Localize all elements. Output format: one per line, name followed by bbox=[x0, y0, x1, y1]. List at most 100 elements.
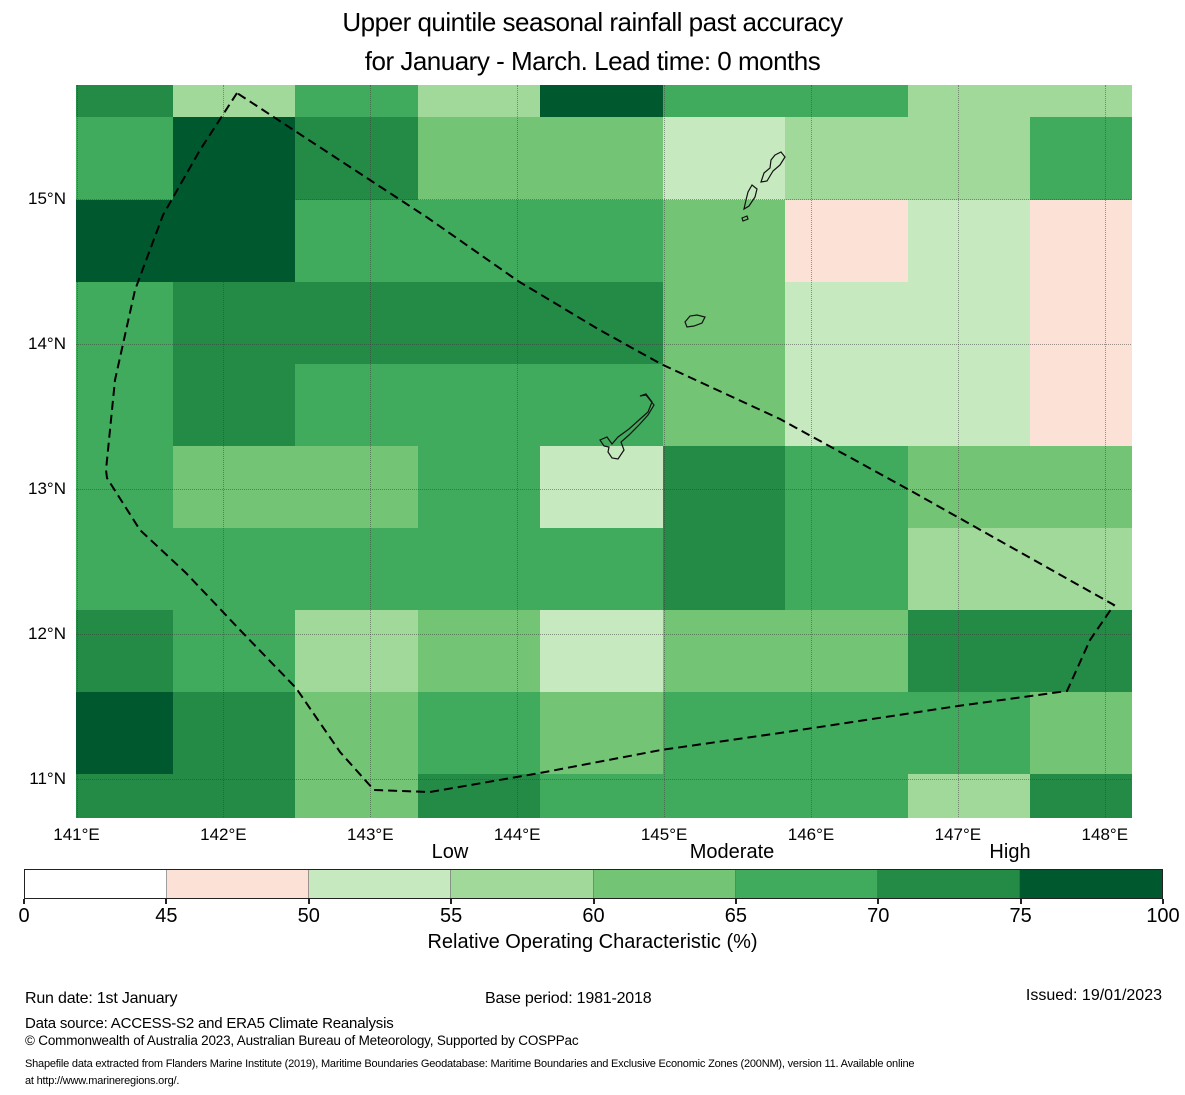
map-grid-cell bbox=[417, 528, 541, 611]
colorbar-segment bbox=[451, 870, 594, 898]
x-tick-label: 147°E bbox=[934, 825, 982, 844]
colorbar-segment bbox=[735, 870, 878, 898]
map-grid-cell bbox=[1030, 117, 1132, 201]
island-saipan-outline bbox=[760, 151, 786, 183]
map-grid-cell bbox=[662, 774, 786, 818]
map-grid-cell bbox=[172, 200, 296, 283]
map-grid-cell bbox=[172, 692, 296, 775]
colorbar-tick bbox=[307, 899, 310, 904]
map-grid-cell bbox=[1030, 774, 1132, 818]
island-tinian-outline bbox=[743, 184, 758, 211]
gridline bbox=[517, 85, 519, 817]
colorbar-segment bbox=[309, 870, 452, 898]
colorbar-tick-label: 100 bbox=[1146, 905, 1180, 927]
map-grid-cell bbox=[1030, 364, 1132, 447]
y-tick-label: 13°N bbox=[28, 478, 66, 498]
map-overlay bbox=[104, 91, 1116, 794]
map-grid-cell bbox=[76, 528, 174, 611]
colorbar-tick bbox=[734, 899, 737, 904]
map-grid-cell bbox=[76, 282, 174, 365]
colorbar-segment bbox=[25, 870, 168, 898]
map-grid-cell bbox=[907, 774, 1031, 818]
map-grid-cell bbox=[1030, 692, 1132, 775]
gridline bbox=[223, 85, 225, 817]
colorbar-tick bbox=[592, 899, 595, 904]
gridline bbox=[957, 85, 959, 817]
y-tick-label: 14°N bbox=[28, 333, 66, 353]
x-tick-label: 143°E bbox=[347, 825, 394, 844]
map-grid-cell bbox=[295, 85, 419, 118]
map-grid-cell bbox=[417, 117, 541, 201]
island-aguijan-outline bbox=[741, 215, 749, 222]
colorbar-category-label: High bbox=[989, 841, 1031, 863]
gridline bbox=[76, 85, 78, 817]
colorbar-tick-label: 0 bbox=[18, 905, 30, 927]
colorbar-tick bbox=[1162, 899, 1164, 904]
map-grid-cell bbox=[662, 117, 786, 201]
map-grid-cell bbox=[907, 610, 1031, 693]
run-date-text: Run date: 1st January bbox=[25, 990, 178, 1007]
island-guam-outline bbox=[599, 393, 655, 460]
y-tick-label: 12°N bbox=[28, 623, 66, 643]
map-grid-cell bbox=[662, 364, 786, 447]
gridline bbox=[76, 199, 1131, 200]
map-grid-cell bbox=[76, 117, 174, 201]
colorbar-segment bbox=[593, 870, 736, 898]
map-grid-cell bbox=[785, 446, 909, 529]
map-grid-cell bbox=[295, 692, 419, 775]
colorbar-tick-label: 70 bbox=[867, 905, 890, 927]
colorbar-category-label: Low bbox=[431, 841, 469, 863]
x-tick-label: 144°E bbox=[493, 825, 541, 844]
x-tick-label: 142°E bbox=[200, 825, 247, 844]
map-grid-cell bbox=[1030, 446, 1132, 529]
map-grid-cell bbox=[76, 774, 174, 818]
map-grid-cell bbox=[76, 692, 174, 775]
map-grid-cell bbox=[785, 117, 909, 201]
gridline bbox=[370, 85, 372, 817]
map-grid-cell bbox=[295, 774, 419, 818]
map-grid-cell bbox=[295, 528, 419, 611]
map-grid-cell bbox=[172, 528, 296, 611]
x-tick-label: 146°E bbox=[787, 825, 835, 844]
map-grid-cell bbox=[540, 282, 664, 365]
y-tick-label: 15°N bbox=[28, 189, 66, 208]
map-grid-cell bbox=[1030, 610, 1132, 693]
colorbar-tick bbox=[1019, 899, 1022, 904]
map-grid-cell bbox=[172, 774, 296, 818]
map-grid-cell bbox=[907, 692, 1031, 775]
colorbar-segment bbox=[877, 870, 1020, 898]
map-grid-cell bbox=[662, 610, 786, 693]
chart-title-line1: Upper quintile seasonal rainfall past ac… bbox=[342, 7, 843, 37]
map-grid-cell bbox=[76, 364, 174, 447]
map-grid-cell bbox=[907, 528, 1031, 611]
colorbar-tick bbox=[877, 899, 880, 904]
map-grid-cell bbox=[172, 85, 296, 118]
map-plot-area bbox=[76, 85, 1132, 818]
map-grid-cell bbox=[417, 282, 541, 365]
x-tick-label: 141°E bbox=[53, 825, 100, 844]
map-grid-cell bbox=[295, 364, 419, 447]
gridline bbox=[76, 488, 1131, 490]
colorbar-axis-label: Relative Operating Characteristic (%) bbox=[427, 931, 758, 953]
colorbar-tick bbox=[450, 899, 453, 904]
gridline bbox=[76, 633, 1131, 635]
map-grid-cell bbox=[76, 610, 174, 693]
map-grid-cell bbox=[417, 692, 541, 775]
map-grid-cell bbox=[1030, 85, 1132, 118]
colorbar-tick-label: 65 bbox=[724, 905, 747, 927]
map-grid-cell bbox=[662, 282, 786, 365]
colorbar-segment bbox=[167, 870, 310, 898]
x-tick-label: 145°E bbox=[640, 825, 688, 844]
map-grid-cell bbox=[785, 610, 909, 693]
colorbar-tick-label: 45 bbox=[155, 905, 178, 927]
map-grid-cell bbox=[172, 117, 296, 201]
map-grid-cell bbox=[785, 282, 909, 365]
map-grid-cell bbox=[907, 364, 1031, 447]
map-grid-cell bbox=[417, 446, 541, 529]
colorbar-tick bbox=[23, 899, 25, 904]
map-grid-cell bbox=[785, 528, 909, 611]
map-grid-cell bbox=[785, 85, 909, 118]
map-grid-cell bbox=[662, 446, 786, 529]
map-grid-cell bbox=[540, 200, 664, 283]
